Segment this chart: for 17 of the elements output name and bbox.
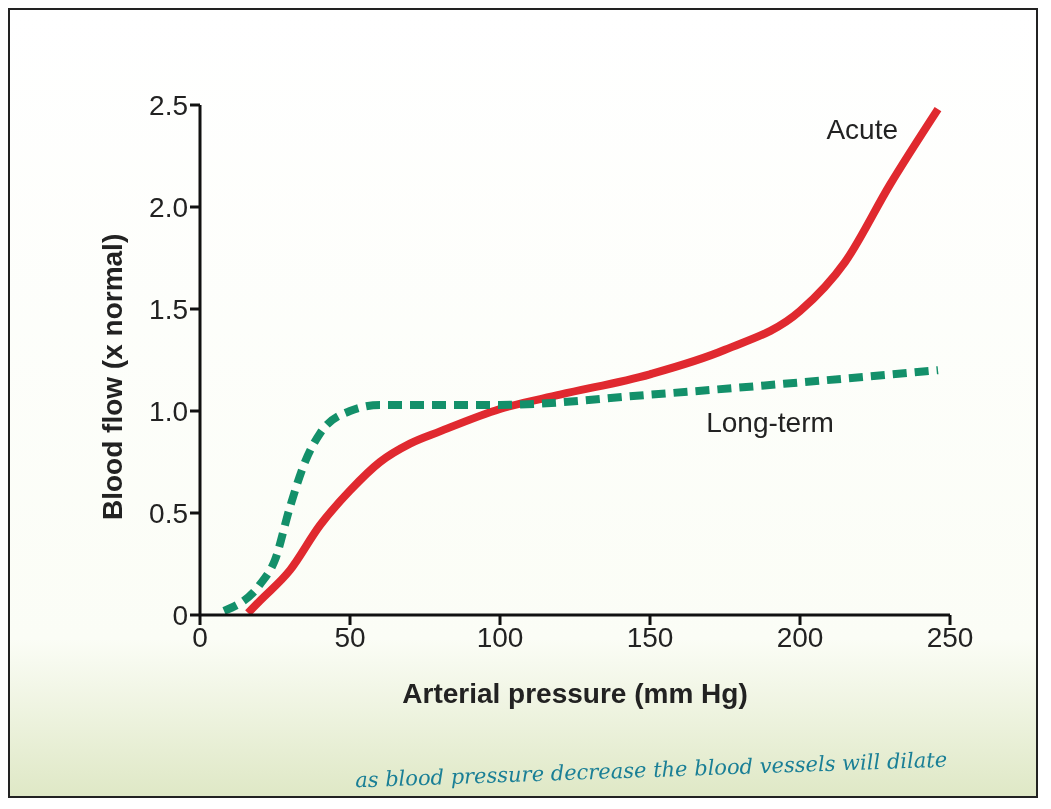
x-tick-label: 250 <box>926 621 974 653</box>
text: as blood pressure decrease the blood vessels will dilate <box>354 747 948 793</box>
y-tick-label: 0 <box>172 599 188 631</box>
y-tick-label: 0.5 <box>149 497 188 529</box>
x-tick-label: 0 <box>192 621 208 653</box>
y-tick-label: 2.5 <box>149 89 188 121</box>
x-tick-label: 50 <box>334 621 366 653</box>
y-tick-label: 1.0 <box>149 395 188 427</box>
x-tick-label: 100 <box>476 621 524 653</box>
series-label: Acute <box>826 114 898 146</box>
y-tick-label: 2.0 <box>149 191 188 223</box>
y-axis-title: Blood flow (x normal) <box>96 233 128 520</box>
x-axis-title: Arterial pressure (mm Hg) <box>402 678 748 709</box>
x-tick-label: 150 <box>626 621 674 653</box>
series-label: Long-term <box>706 407 834 439</box>
y-tick-label: 1.5 <box>149 293 188 325</box>
x-tick-label: 200 <box>776 621 824 653</box>
